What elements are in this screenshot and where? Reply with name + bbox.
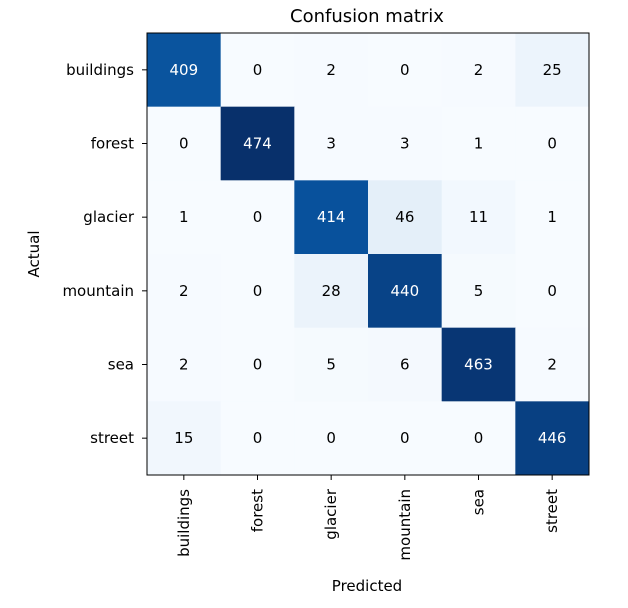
cell-value-2-5: 1: [547, 208, 557, 226]
x-tick-label-mountain: mountain: [396, 489, 414, 561]
y-tick-label-sea: sea: [108, 356, 134, 374]
heatmap-cell-4-5: [515, 327, 590, 402]
heatmap-cell-5-2: [294, 401, 369, 476]
heatmap-cell-5-4: [441, 401, 516, 476]
cell-value-3-5: 0: [547, 282, 557, 300]
cell-value-5-0: 15: [174, 429, 193, 447]
heatmap-cell-4-2: [294, 327, 369, 402]
cell-value-1-4: 1: [474, 135, 484, 153]
heatmap-cell-1-2: [294, 106, 369, 181]
heatmap-cells: 409 0 2 0 2 250 474 3 3 1 01 0 414 46 11 12 0 28 440 5 02 0 5 6…: [147, 33, 590, 476]
heatmap-cell-3-4: [441, 254, 516, 329]
heatmap-cell-3-3: [368, 254, 443, 329]
cell-value-4-5: 2: [547, 356, 557, 374]
cell-value-2-1: 0: [253, 208, 263, 226]
x-tick-label-sea: sea: [470, 489, 488, 515]
y-tick-label-street: street: [90, 429, 134, 447]
cell-value-2-2: 414: [317, 208, 346, 226]
y-tick-label-buildings: buildings: [66, 61, 134, 79]
heatmap-cell-2-0: [147, 180, 222, 255]
heatmap-cell-0-4: [441, 33, 516, 108]
heatmap-cell-1-4: [441, 106, 516, 181]
heatmap-cell-4-3: [368, 327, 443, 402]
heatmap-cell-0-5: [515, 33, 590, 108]
cell-value-3-1: 0: [253, 282, 263, 300]
cell-value-5-4: 0: [474, 429, 484, 447]
heatmap-cell-0-1: [220, 33, 295, 108]
cell-value-5-2: 0: [326, 429, 336, 447]
cell-value-0-4: 2: [474, 61, 484, 79]
heatmap-cell-2-4: [441, 180, 516, 255]
heatmap-cell-1-5: [515, 106, 590, 181]
cell-value-5-5: 446: [538, 429, 567, 447]
cell-value-2-0: 1: [179, 208, 189, 226]
chart-title: Confusion matrix: [290, 6, 444, 27]
heatmap-cell-3-2: [294, 254, 369, 329]
cell-value-5-1: 0: [253, 429, 263, 447]
x-tick-label-glacier: glacier: [322, 488, 340, 540]
x-tick-label-street: street: [543, 489, 561, 533]
heatmap-cell-5-3: [368, 401, 443, 476]
y-axis-label: Actual: [25, 231, 43, 278]
cell-value-2-3: 46: [395, 208, 414, 226]
heatmap-cell-4-1: [220, 327, 295, 402]
cell-value-1-1: 474: [243, 135, 272, 153]
cell-value-3-0: 2: [179, 282, 189, 300]
x-axis-label: Predicted: [332, 577, 402, 595]
cell-value-0-5: 25: [543, 61, 562, 79]
heatmap-cell-5-0: [147, 401, 222, 476]
y-tick-label-mountain: mountain: [62, 282, 134, 300]
heatmap-cell-0-2: [294, 33, 369, 108]
heatmap-cell-1-3: [368, 106, 443, 181]
heatmap-cell-1-1: [220, 106, 295, 181]
heatmap-cell-3-0: [147, 254, 222, 329]
heatmap-cell-2-2: [294, 180, 369, 255]
heatmap-cell-3-1: [220, 254, 295, 329]
heatmap-cell-2-3: [368, 180, 443, 255]
heatmap-cell-0-3: [368, 33, 443, 108]
cell-value-5-3: 0: [400, 429, 410, 447]
cell-value-3-4: 5: [474, 282, 484, 300]
x-tick-label-forest: forest: [249, 489, 267, 532]
x-tick-label-buildings: buildings: [175, 489, 193, 557]
cell-value-1-5: 0: [547, 135, 557, 153]
cell-value-0-3: 0: [400, 61, 410, 79]
heatmap-cell-5-1: [220, 401, 295, 476]
heatmap-cell-5-5: [515, 401, 590, 476]
cell-value-0-0: 409: [170, 61, 199, 79]
cell-value-2-4: 11: [469, 208, 488, 226]
cell-value-4-2: 5: [326, 356, 336, 374]
heatmap-cell-4-4: [441, 327, 516, 402]
cell-value-4-3: 6: [400, 356, 410, 374]
heatmap-cell-3-5: [515, 254, 590, 329]
cell-value-0-2: 2: [326, 61, 336, 79]
plot-frame: [146, 32, 590, 476]
cell-value-3-3: 440: [391, 282, 420, 300]
heatmap-cell-2-5: [515, 180, 590, 255]
heatmap-cell-2-1: [220, 180, 295, 255]
cell-value-4-0: 2: [179, 356, 189, 374]
cell-value-4-4: 463: [464, 356, 493, 374]
heatmap-cell-4-0: [147, 327, 222, 402]
heatmap-cell-0-0: [147, 33, 222, 108]
cell-value-1-2: 3: [326, 135, 336, 153]
cell-value-0-1: 0: [253, 61, 263, 79]
y-tick-label-forest: forest: [91, 135, 134, 153]
y-tick-label-glacier: glacier: [83, 208, 135, 226]
cell-value-4-1: 0: [253, 356, 263, 374]
axis-ticks: buildings forest glacier mountain sea street b…: [62, 61, 561, 561]
cell-value-3-2: 28: [322, 282, 341, 300]
cell-value-1-0: 0: [179, 135, 189, 153]
heatmap-cell-1-0: [147, 106, 222, 181]
cell-value-1-3: 3: [400, 135, 410, 153]
